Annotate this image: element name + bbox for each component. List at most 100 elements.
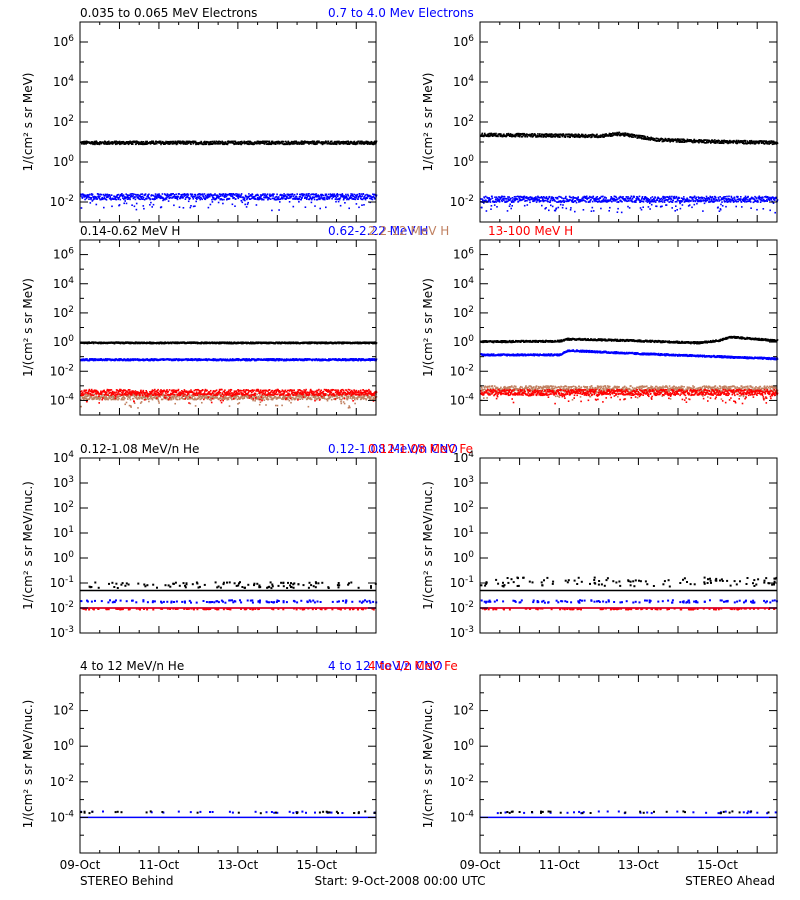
data-point (93, 142, 95, 144)
data-point (526, 199, 528, 202)
data-point (201, 141, 203, 144)
y-tick-label: 104 (53, 74, 74, 89)
data-point (251, 197, 253, 200)
data-point (104, 359, 106, 362)
data-point (116, 194, 119, 196)
data-point (701, 200, 703, 202)
data-point (520, 199, 522, 202)
data-point (625, 196, 628, 198)
data-point (494, 133, 497, 136)
data-point (507, 196, 509, 198)
data-point (371, 196, 373, 198)
data-point (172, 143, 174, 145)
data-point (511, 205, 513, 207)
data-point (650, 197, 652, 199)
data-point (482, 199, 484, 202)
data-point (372, 193, 374, 195)
data-point (759, 201, 762, 203)
data-point (139, 198, 142, 201)
data-point (217, 194, 219, 197)
data-point (571, 199, 573, 202)
data-point (129, 198, 131, 201)
data-point (700, 199, 702, 201)
data-point (357, 198, 359, 200)
data-point (231, 195, 234, 198)
data-point (303, 193, 306, 196)
data-point (656, 137, 659, 140)
data-point (206, 193, 209, 196)
data-point (583, 199, 585, 202)
data-point (165, 140, 167, 143)
data-point (264, 141, 267, 144)
data-point (743, 197, 746, 199)
data-point (749, 198, 751, 200)
data-point (645, 200, 647, 202)
data-point (135, 143, 137, 145)
data-point (245, 206, 248, 208)
series-points (80, 193, 378, 212)
data-point (355, 194, 357, 197)
data-points (80, 140, 378, 212)
data-point (565, 195, 567, 198)
data-point (271, 209, 273, 212)
data-point (154, 143, 156, 145)
data-point (507, 200, 509, 202)
data-point (154, 196, 156, 198)
data-point (591, 196, 593, 199)
data-point (287, 193, 289, 196)
data-point (340, 341, 343, 344)
data-point (752, 197, 754, 200)
data-point (554, 200, 556, 202)
data-point (174, 197, 176, 199)
data-point (683, 141, 686, 143)
data-point (208, 141, 211, 143)
data-point (570, 207, 572, 209)
data-point (305, 198, 308, 200)
data-point (733, 200, 735, 203)
data-point (574, 200, 577, 202)
data-point (522, 197, 525, 199)
plot-frame (479, 21, 778, 223)
data-point (724, 198, 726, 200)
data-point (761, 200, 764, 202)
data-point (666, 196, 669, 198)
data-point (578, 134, 581, 136)
data-point (168, 143, 171, 145)
data-point (99, 193, 102, 196)
data-point (507, 132, 510, 135)
data-point (142, 198, 144, 200)
data-point (156, 197, 158, 200)
data-point (331, 193, 334, 195)
data-point (203, 143, 206, 145)
data-point (750, 140, 753, 142)
data-point (676, 209, 678, 211)
data-point (280, 197, 282, 200)
data-point (300, 143, 302, 145)
data-point (489, 198, 492, 200)
data-point (721, 205, 724, 207)
data-point (259, 142, 262, 145)
data-point (221, 140, 223, 143)
data-point (518, 196, 520, 198)
data-point (95, 143, 98, 145)
data-point (616, 199, 618, 201)
data-point (347, 195, 349, 197)
series-points (480, 131, 779, 146)
data-point (725, 140, 727, 142)
data-point (232, 197, 234, 200)
data-point (358, 193, 361, 195)
data-point (103, 197, 106, 199)
data-point (363, 204, 365, 206)
data-point (550, 136, 552, 138)
data-point (542, 135, 545, 137)
data-point (496, 199, 499, 201)
data-point (358, 206, 360, 209)
data-point (219, 140, 221, 143)
data-point (293, 193, 296, 196)
data-point (597, 198, 599, 200)
data-point (356, 342, 358, 345)
data-point (635, 199, 638, 201)
data-point (569, 199, 571, 201)
data-point (112, 198, 115, 200)
data-point (355, 143, 358, 145)
